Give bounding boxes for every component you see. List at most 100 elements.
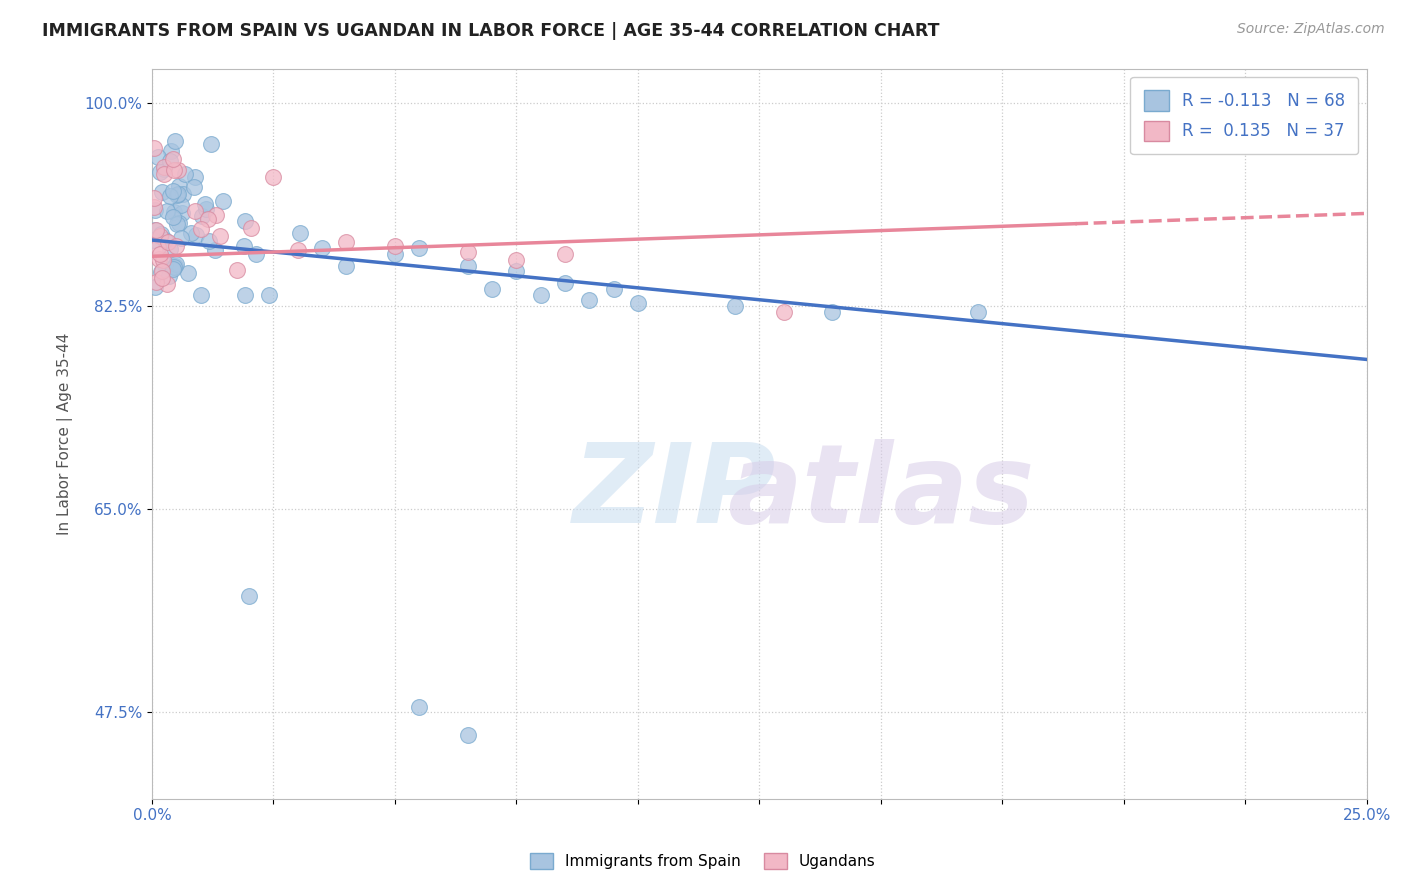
Point (186, 228, 208, 243)
Point (165, 135, 187, 149)
Point (157, 268, 180, 283)
Point (408, 241, 430, 255)
Point (530, 287, 553, 301)
Point (198, 235, 221, 249)
Point (457, 728, 479, 742)
Point (170, 198, 193, 212)
Point (143, 233, 166, 247)
Point (183, 180, 205, 194)
Point (170, 231, 193, 245)
Point (724, 299, 747, 313)
Point (554, 276, 576, 290)
Point (457, 244, 479, 259)
Point (167, 216, 190, 230)
Point (384, 239, 406, 253)
Point (408, 700, 430, 714)
Point (578, 293, 600, 308)
Point (193, 197, 215, 211)
Point (238, 589, 260, 603)
Point (152, 252, 174, 267)
Point (162, 261, 184, 276)
Point (159, 189, 181, 203)
Point (184, 169, 207, 184)
Point (165, 259, 187, 273)
Point (239, 221, 262, 235)
Point (153, 167, 176, 181)
Point (190, 221, 212, 235)
Point (166, 187, 188, 202)
Point (155, 258, 177, 272)
Y-axis label: In Labor Force | Age 35-44: In Labor Force | Age 35-44 (58, 333, 73, 535)
Point (166, 217, 188, 231)
Point (554, 247, 576, 261)
Point (209, 229, 232, 244)
Point (180, 227, 202, 241)
Point (143, 191, 166, 205)
Point (184, 204, 207, 219)
Point (167, 186, 190, 201)
Point (505, 252, 527, 267)
Point (162, 210, 184, 224)
Point (152, 271, 174, 285)
Point (233, 287, 256, 301)
Point (233, 239, 256, 253)
Point (263, 169, 285, 184)
Point (287, 244, 309, 258)
Point (481, 282, 503, 296)
Point (167, 179, 190, 194)
Point (163, 205, 186, 219)
Point (143, 222, 166, 236)
Point (148, 240, 170, 254)
Legend: Immigrants from Spain, Ugandans: Immigrants from Spain, Ugandans (524, 847, 882, 875)
Point (156, 277, 179, 291)
Point (143, 203, 166, 218)
Point (159, 153, 181, 168)
Point (290, 226, 312, 240)
Point (148, 252, 170, 266)
Point (170, 206, 193, 220)
Point (821, 305, 844, 319)
Point (150, 264, 173, 278)
Point (143, 279, 166, 293)
Point (162, 152, 184, 166)
Point (226, 262, 249, 277)
Point (257, 287, 280, 301)
Point (505, 264, 527, 278)
Point (150, 185, 173, 199)
Text: ZIP: ZIP (572, 439, 776, 546)
Point (149, 227, 172, 242)
Point (335, 259, 357, 273)
Point (159, 145, 181, 159)
Point (149, 165, 172, 179)
Point (149, 229, 172, 244)
Point (205, 208, 228, 222)
Point (200, 137, 222, 152)
Point (190, 287, 212, 301)
Point (772, 305, 794, 319)
Point (235, 214, 257, 228)
Point (149, 247, 172, 261)
Point (165, 257, 187, 271)
Point (156, 235, 179, 250)
Point (143, 200, 166, 214)
Point (146, 150, 169, 164)
Point (143, 141, 166, 155)
Point (245, 247, 267, 261)
Point (145, 223, 167, 237)
Point (166, 162, 188, 177)
Point (150, 265, 173, 279)
Text: atlas: atlas (727, 439, 1035, 546)
Point (153, 233, 176, 247)
Text: Source: ZipAtlas.com: Source: ZipAtlas.com (1237, 22, 1385, 37)
Point (174, 167, 197, 181)
Point (1209, 90, 1232, 104)
Point (311, 241, 333, 255)
Point (194, 202, 217, 216)
Point (176, 266, 198, 280)
Point (335, 235, 357, 250)
Point (457, 259, 479, 273)
Point (163, 163, 186, 178)
Point (153, 160, 176, 174)
Point (627, 295, 650, 310)
Point (162, 184, 184, 198)
